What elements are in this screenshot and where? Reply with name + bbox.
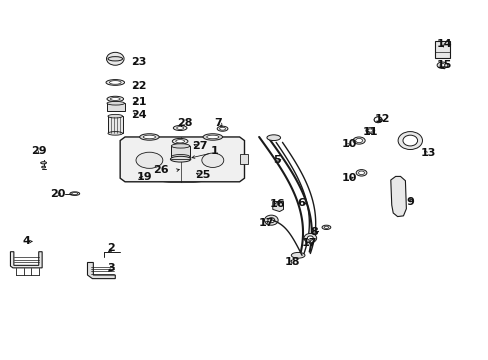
Ellipse shape: [367, 129, 372, 132]
Text: 14: 14: [436, 39, 452, 49]
Text: 12: 12: [374, 114, 390, 124]
Text: 3: 3: [107, 263, 114, 273]
Circle shape: [397, 132, 422, 149]
Text: 29: 29: [31, 145, 46, 156]
Ellipse shape: [436, 62, 447, 68]
Text: 19: 19: [136, 172, 152, 182]
Text: 17: 17: [259, 218, 274, 228]
Polygon shape: [272, 202, 283, 212]
Bar: [171, 146, 189, 157]
Ellipse shape: [266, 135, 280, 140]
Ellipse shape: [365, 128, 374, 134]
Ellipse shape: [202, 153, 224, 167]
Ellipse shape: [373, 117, 381, 123]
Text: 26: 26: [153, 165, 168, 175]
Polygon shape: [390, 176, 406, 217]
Text: 21: 21: [131, 97, 146, 107]
Circle shape: [373, 117, 381, 123]
Text: 23: 23: [131, 57, 146, 67]
Ellipse shape: [355, 138, 362, 143]
Ellipse shape: [322, 225, 330, 229]
Circle shape: [264, 215, 278, 225]
Bar: [434, 41, 449, 58]
Ellipse shape: [41, 162, 46, 164]
Text: 9: 9: [406, 197, 413, 207]
Text: 25: 25: [194, 170, 210, 180]
Text: 10: 10: [341, 173, 357, 183]
Text: 13: 13: [420, 148, 435, 158]
Ellipse shape: [107, 102, 124, 105]
Text: 17: 17: [302, 238, 317, 248]
Text: 7: 7: [214, 118, 222, 128]
Ellipse shape: [108, 57, 122, 61]
Ellipse shape: [172, 138, 187, 144]
Text: 24: 24: [131, 110, 147, 120]
Ellipse shape: [175, 140, 184, 143]
Ellipse shape: [206, 135, 219, 139]
Ellipse shape: [108, 132, 122, 135]
Circle shape: [106, 52, 124, 65]
Ellipse shape: [219, 127, 225, 130]
Ellipse shape: [70, 192, 80, 195]
Text: 1: 1: [210, 146, 218, 156]
Text: 27: 27: [191, 140, 207, 150]
Text: 4: 4: [22, 236, 30, 246]
Ellipse shape: [72, 193, 78, 195]
Polygon shape: [10, 252, 42, 268]
Ellipse shape: [108, 114, 122, 118]
Ellipse shape: [106, 80, 124, 85]
Ellipse shape: [173, 126, 186, 131]
Ellipse shape: [140, 134, 159, 140]
Ellipse shape: [355, 170, 366, 176]
Text: 18: 18: [284, 257, 299, 267]
Ellipse shape: [352, 137, 365, 144]
Ellipse shape: [136, 152, 163, 168]
Ellipse shape: [324, 226, 328, 228]
Text: 20: 20: [50, 189, 66, 199]
Circle shape: [304, 233, 316, 243]
Text: 11: 11: [362, 127, 377, 137]
Circle shape: [402, 135, 417, 146]
Ellipse shape: [358, 171, 364, 175]
Text: 2: 2: [107, 243, 115, 253]
Text: 15: 15: [436, 60, 451, 70]
Text: 16: 16: [269, 199, 285, 210]
Ellipse shape: [109, 81, 121, 84]
Ellipse shape: [110, 98, 120, 100]
Text: 8: 8: [310, 227, 317, 237]
Ellipse shape: [217, 126, 227, 131]
Ellipse shape: [143, 135, 155, 139]
Circle shape: [307, 236, 313, 240]
Text: 6: 6: [297, 198, 305, 208]
Text: 5: 5: [272, 155, 280, 165]
Text: 22: 22: [131, 81, 146, 91]
Ellipse shape: [171, 144, 189, 148]
Ellipse shape: [170, 156, 190, 162]
Polygon shape: [87, 262, 115, 279]
Ellipse shape: [203, 134, 222, 140]
Ellipse shape: [107, 96, 123, 102]
Polygon shape: [120, 137, 244, 182]
Ellipse shape: [291, 252, 305, 258]
Ellipse shape: [176, 127, 183, 130]
Bar: [108, 116, 122, 134]
Bar: [239, 154, 248, 164]
Ellipse shape: [439, 63, 444, 67]
Text: 10: 10: [341, 139, 357, 149]
Ellipse shape: [171, 154, 189, 159]
Text: 28: 28: [177, 118, 192, 128]
Circle shape: [267, 218, 274, 223]
Ellipse shape: [41, 166, 45, 168]
Bar: [107, 103, 124, 111]
